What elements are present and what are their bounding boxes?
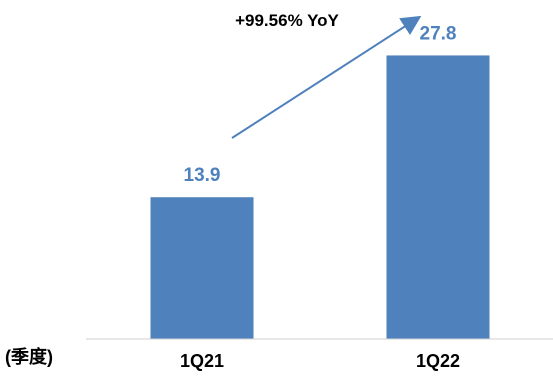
x-tick-label-1Q21: 1Q21 [180,351,224,371]
data-label-1Q22: 27.8 [420,23,457,44]
x-axis-title: (季度) [5,346,53,367]
bar-1Q22 [386,55,490,339]
bars-layer [150,55,490,339]
labels-layer: 13.9 1Q21 27.8 1Q22 [180,23,460,371]
data-label-1Q21: 13.9 [184,165,221,186]
bar-1Q21 [150,197,254,339]
chart-annotation: +99.56% YoY [235,11,339,30]
x-tick-label-1Q22: 1Q22 [416,351,460,371]
trend-arrow [231,15,422,139]
